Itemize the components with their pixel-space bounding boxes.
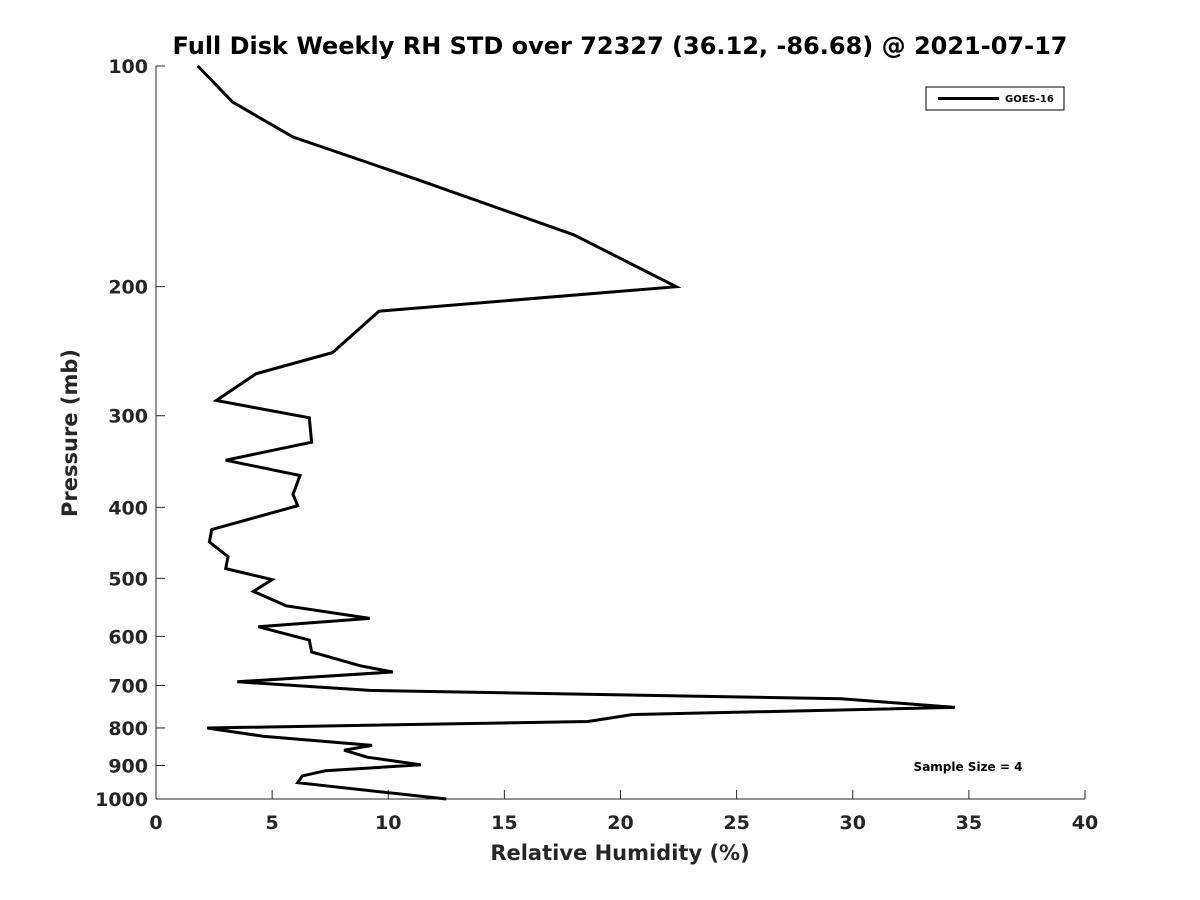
y-tick-label: 500 bbox=[108, 568, 148, 590]
legend-label: GOES-16 bbox=[1005, 94, 1054, 105]
y-tick-label: 600 bbox=[108, 626, 148, 648]
series-line-goes-16 bbox=[196, 64, 956, 801]
y-tick-label: 700 bbox=[108, 675, 148, 697]
x-axis-label: Relative Humidity (%) bbox=[490, 841, 749, 865]
x-tick-label: 40 bbox=[1072, 812, 1098, 834]
y-tick-label: 800 bbox=[108, 718, 148, 740]
y-axis-label: Pressure (mb) bbox=[58, 349, 82, 517]
x-tick-label: 5 bbox=[266, 812, 279, 834]
y-tick-label: 900 bbox=[108, 755, 148, 777]
x-tick-label: 30 bbox=[840, 812, 866, 834]
series-layer bbox=[196, 64, 956, 801]
y-ticks: 100 200 300 400 500 600 700 800 900 1000 bbox=[95, 56, 165, 811]
x-tick-label: 35 bbox=[956, 812, 982, 834]
x-tick-label: 20 bbox=[607, 812, 633, 834]
x-tick-label: 10 bbox=[375, 812, 401, 834]
y-tick-label: 200 bbox=[108, 277, 148, 299]
x-tick-label: 15 bbox=[491, 812, 517, 834]
x-tick-label: 0 bbox=[149, 812, 162, 834]
x-ticks: 0 5 10 15 20 25 30 35 40 bbox=[149, 790, 1098, 834]
y-tick-label: 100 bbox=[108, 56, 148, 78]
legend: GOES-16 bbox=[925, 86, 1065, 111]
y-tick-label: 1000 bbox=[95, 789, 148, 811]
x-tick-label: 25 bbox=[723, 812, 749, 834]
y-tick-label: 300 bbox=[108, 406, 148, 428]
chart-title: Full Disk Weekly RH STD over 72327 (36.1… bbox=[173, 32, 1068, 60]
y-tick-label: 400 bbox=[108, 497, 148, 519]
sample-size-annotation: Sample Size = 4 bbox=[914, 760, 1023, 774]
